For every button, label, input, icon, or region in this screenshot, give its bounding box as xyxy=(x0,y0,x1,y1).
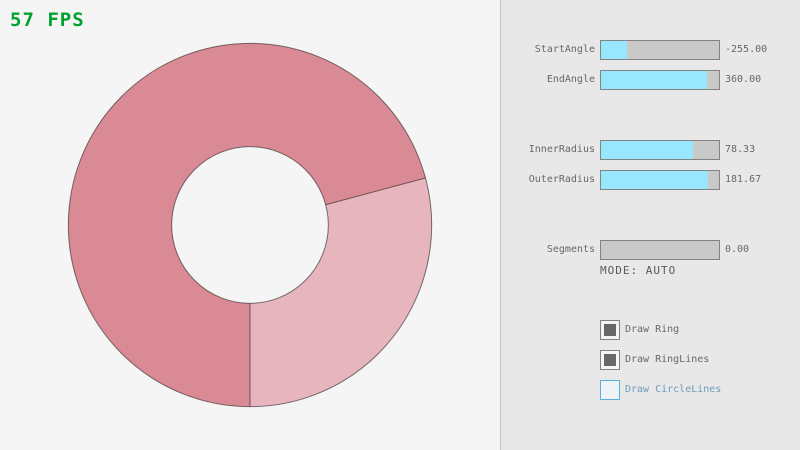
checkbox-draw-ringlines[interactable] xyxy=(600,350,620,370)
slider-label-innerradius: InnerRadius xyxy=(528,144,595,155)
slider-startangle[interactable] xyxy=(600,40,720,60)
checkbox-draw-ring[interactable] xyxy=(600,320,620,340)
slider-label-segments: Segments xyxy=(546,244,595,255)
slider-label-outerradius: OuterRadius xyxy=(528,174,595,185)
drawing-canvas: 57 FPS xyxy=(10,9,433,408)
fps-counter: 57 FPS xyxy=(10,9,85,31)
checkbox-draw-circlelines[interactable] xyxy=(600,380,620,400)
check-mark-icon xyxy=(604,354,616,366)
slider-row-outerradius: OuterRadius 181.67 xyxy=(500,170,800,190)
controls-panel: StartAngle -255.00 EndAngle 360.00 Inner… xyxy=(500,0,800,450)
slider-value-startangle: -255.00 xyxy=(725,44,768,55)
ring-edge-line-right xyxy=(325,177,426,206)
slider-value-segments: 0.00 xyxy=(725,244,750,255)
slider-row-startangle: StartAngle -255.00 xyxy=(500,40,800,60)
slider-fill-startangle xyxy=(601,41,627,59)
slider-innerradius[interactable] xyxy=(600,140,720,160)
slider-value-endangle: 360.00 xyxy=(725,74,762,85)
checkbox-row-draw-ringlines[interactable]: Draw RingLines xyxy=(500,350,800,370)
slider-label-startangle: StartAngle xyxy=(534,44,595,55)
checkbox-label-draw-ringlines: Draw RingLines xyxy=(625,354,710,365)
slider-fill-innerradius xyxy=(601,141,694,159)
ring-chart xyxy=(67,42,433,408)
panel-divider xyxy=(500,0,501,450)
checkbox-row-draw-ring[interactable]: Draw Ring xyxy=(500,320,800,340)
slider-value-outerradius: 181.67 xyxy=(725,174,762,185)
ring-inner-hole xyxy=(171,146,329,304)
checkbox-row-draw-circlelines[interactable]: Draw CircleLines xyxy=(500,380,800,400)
slider-segments[interactable] xyxy=(600,240,720,260)
slider-row-segments: Segments 0.00 xyxy=(500,240,800,260)
slider-label-endangle: EndAngle xyxy=(546,74,595,85)
slider-endangle[interactable] xyxy=(600,70,720,90)
slider-row-innerradius: InnerRadius 78.33 xyxy=(500,140,800,160)
checkbox-label-draw-circlelines: Draw CircleLines xyxy=(625,384,722,395)
slider-value-innerradius: 78.33 xyxy=(725,144,756,155)
checkbox-label-draw-ring: Draw Ring xyxy=(625,324,680,335)
slider-fill-endangle xyxy=(601,71,708,89)
check-mark-icon xyxy=(604,324,616,336)
segments-mode-label: MODE: AUTO xyxy=(600,264,677,277)
slider-fill-outerradius xyxy=(601,171,709,189)
slider-row-endangle: EndAngle 360.00 xyxy=(500,70,800,90)
slider-outerradius[interactable] xyxy=(600,170,720,190)
